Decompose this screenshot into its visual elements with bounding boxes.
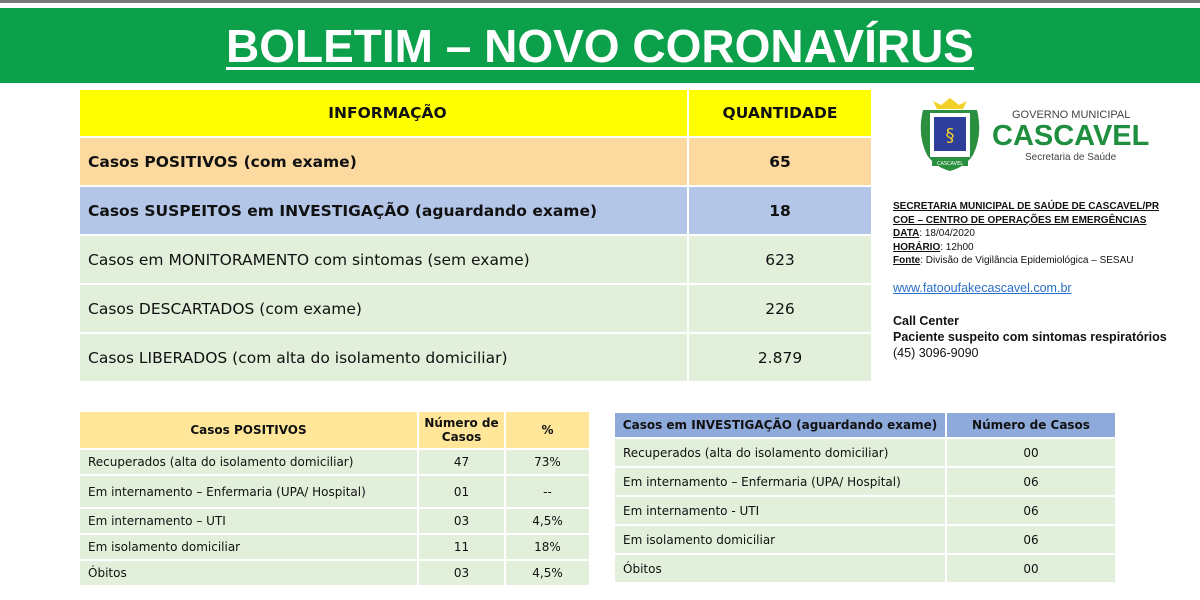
time-value: : 12h00 — [940, 241, 974, 253]
title-banner: BOLETIM – NOVO CORONAVÍRUS — [0, 8, 1200, 83]
header-count: Número de Casos — [945, 411, 1117, 439]
row-value: 623 — [687, 234, 873, 285]
top-border — [0, 0, 1200, 3]
call-center: Call Center Paciente suspeito com sintom… — [893, 313, 1167, 361]
call-title: Call Center — [893, 314, 959, 328]
table-row: Casos DESCARTADOS (com exame) 226 — [78, 283, 873, 334]
investigation-table: Casos em INVESTIGAÇÃO (aguardando exame)… — [613, 411, 1117, 584]
cascavel-logo: § CASCAVEL GOVERNO MUNICIPAL CASCAVEL Se… — [920, 98, 1149, 171]
header-count: Número de Casos — [417, 410, 506, 450]
logo-line3: Secretaria de Saúde — [1025, 152, 1117, 163]
positive-cases-table: Casos POSITIVOS Número de Casos% Recupera… — [78, 410, 591, 587]
row-label: Recuperados (alta do isolamento domicili… — [613, 437, 947, 468]
info-block: SECRETARIA MUNICIPAL DE SAÚDE DE CASCAVE… — [893, 200, 1159, 268]
row-value: 2.879 — [687, 332, 873, 383]
row-count: 01 — [417, 474, 506, 509]
row-label: Casos POSITIVOS (com exame) — [78, 136, 689, 187]
table-row: Recuperados (alta do isolamento domicili… — [78, 448, 591, 476]
row-count: 06 — [945, 466, 1117, 497]
row-value: 18 — [687, 185, 873, 236]
header-label: Casos POSITIVOS — [78, 410, 419, 450]
row-count: 00 — [945, 437, 1117, 468]
table-row: Recuperados (alta do isolamento domicili… — [613, 437, 1117, 468]
row-percent: -- — [504, 474, 591, 509]
row-label: Casos DESCARTADOS (com exame) — [78, 283, 689, 334]
summary-table: INFORMAÇÃO QUANTIDADE Casos POSITIVOS (co… — [78, 88, 873, 383]
row-count: 11 — [417, 533, 506, 561]
header-percent: % — [504, 410, 591, 450]
logo-line2: CASCAVEL — [992, 120, 1149, 152]
table-row: Casos POSITIVOS (com exame) 65 — [78, 136, 873, 187]
time-label: HORÁRIO — [893, 241, 941, 253]
table-row: Óbitos 03 4,5% — [78, 559, 591, 587]
table-row: Em internamento – Enfermaria (UPA/ Hospi… — [613, 466, 1117, 497]
table-row: Óbitos 00 — [613, 553, 1117, 584]
row-label: Em internamento - UTI — [613, 495, 947, 526]
row-label: Em isolamento domiciliar — [613, 524, 947, 555]
source-value: : Divisão de Vigilância Epidemiológica –… — [920, 255, 1134, 266]
date-label: DATA — [893, 228, 920, 239]
row-label: Em internamento – UTI — [78, 507, 419, 535]
table-row: Casos em MONITORAMENTO com sintomas (sem… — [78, 234, 873, 285]
table-row: Em internamento - UTI 06 — [613, 495, 1117, 526]
source-label: Fonte — [893, 255, 921, 266]
table-row: Em internamento – UTI 03 4,5% — [78, 507, 591, 535]
table-header: Casos POSITIVOS Número de Casos% — [78, 410, 591, 450]
row-percent: 4,5% — [504, 559, 591, 587]
row-value: 226 — [687, 283, 873, 334]
row-count: 47 — [417, 448, 506, 476]
header-info: INFORMAÇÃO — [78, 88, 689, 138]
svg-text:§: § — [946, 125, 955, 146]
row-count: 06 — [945, 524, 1117, 555]
row-percent: 18% — [504, 533, 591, 561]
row-value: 65 — [687, 136, 873, 187]
table-header: INFORMAÇÃO QUANTIDADE — [78, 88, 873, 138]
table-header: Casos em INVESTIGAÇÃO (aguardando exame)… — [613, 411, 1117, 439]
page-title: BOLETIM – NOVO CORONAVÍRUS — [226, 19, 974, 72]
row-count: 06 — [945, 495, 1117, 526]
call-subtitle: Paciente suspeito com sintomas respirató… — [893, 330, 1167, 344]
header-quantity: QUANTIDADE — [687, 88, 873, 138]
row-label: Óbitos — [78, 559, 419, 587]
row-label: Em internamento – Enfermaria (UPA/ Hospi… — [78, 474, 419, 509]
seal-text: CASCAVEL — [937, 161, 963, 167]
row-label: Óbitos — [613, 553, 947, 584]
table-row: Casos LIBERADOS (com alta do isolamento … — [78, 332, 873, 383]
row-count: 03 — [417, 559, 506, 587]
website-link[interactable]: www.fatooufakecascavel.com.br — [893, 281, 1072, 295]
row-label: Casos em MONITORAMENTO com sintomas (sem… — [78, 234, 689, 285]
row-label: Casos LIBERADOS (com alta do isolamento … — [78, 332, 689, 383]
date-value: : 18/04/2020 — [919, 228, 975, 239]
table-row: Em isolamento domiciliar 06 — [613, 524, 1117, 555]
phone-number: (45) 3096-9090 — [893, 346, 979, 360]
row-percent: 4,5% — [504, 507, 591, 535]
logo-line1: GOVERNO MUNICIPAL — [1012, 109, 1130, 121]
row-percent: 73% — [504, 448, 591, 476]
row-count: 00 — [945, 553, 1117, 584]
header-label: Casos em INVESTIGAÇÃO (aguardando exame) — [613, 411, 947, 439]
table-row: Em internamento – Enfermaria (UPA/ Hospi… — [78, 474, 591, 509]
table-row: Em isolamento domiciliar 11 18% — [78, 533, 591, 561]
row-count: 03 — [417, 507, 506, 535]
table-row: Casos SUSPEITOS em INVESTIGAÇÃO (aguarda… — [78, 185, 873, 236]
row-label: Casos SUSPEITOS em INVESTIGAÇÃO (aguarda… — [78, 185, 689, 236]
row-label: Em isolamento domiciliar — [78, 533, 419, 561]
row-label: Em internamento – Enfermaria (UPA/ Hospi… — [613, 466, 947, 497]
row-label: Recuperados (alta do isolamento domicili… — [78, 448, 419, 476]
secretaria-line: SECRETARIA MUNICIPAL DE SAÚDE DE CASCAVE… — [893, 201, 1160, 212]
coe-line: COE – CENTRO DE OPERAÇÕES EM EMERGÊNCIAS — [893, 214, 1147, 226]
